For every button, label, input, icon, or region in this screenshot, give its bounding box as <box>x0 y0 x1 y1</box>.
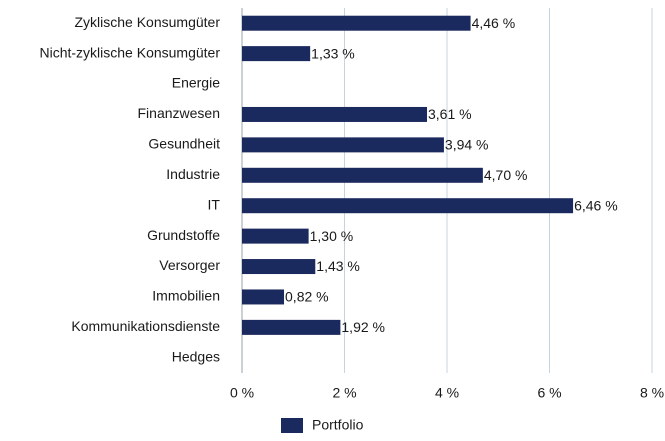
y-tick-label: Gesundheit <box>148 136 220 152</box>
legend-swatch <box>281 418 303 433</box>
bar <box>242 137 444 153</box>
data-label: 1,30 % <box>310 228 354 244</box>
y-tick-label: Kommunikationsdienste <box>71 318 220 334</box>
data-label: 1,43 % <box>316 258 360 274</box>
data-label: 1,92 % <box>341 319 385 335</box>
x-tick-label: 4 % <box>435 385 459 401</box>
y-tick-label: Grundstoffe <box>147 227 220 243</box>
bar <box>242 167 483 183</box>
y-tick-label: Zyklische Konsumgüter <box>74 14 220 30</box>
data-label: 1,33 % <box>311 45 355 61</box>
data-label: 3,94 % <box>445 137 489 153</box>
y-tick-label: Nicht-zyklische Konsumgüter <box>39 44 220 60</box>
data-label: 3,61 % <box>428 106 472 122</box>
x-tick-label: 0 % <box>230 385 254 401</box>
bar <box>242 289 285 305</box>
y-tick-label: Immobilien <box>152 288 220 304</box>
data-label: 4,46 % <box>472 15 516 31</box>
data-label: 6,46 % <box>574 197 618 213</box>
data-label: 4,70 % <box>484 167 528 183</box>
y-tick-label: Industrie <box>166 166 220 182</box>
bar <box>242 228 309 244</box>
bar <box>242 259 316 275</box>
y-tick-label: Energie <box>172 75 220 91</box>
bar <box>242 46 311 62</box>
data-label: 0,82 % <box>285 289 329 305</box>
y-tick-label: Hedges <box>172 348 220 364</box>
legend-label: Portfolio <box>312 417 364 433</box>
y-tick-label: IT <box>208 196 221 212</box>
x-tick-label: 6 % <box>537 385 561 401</box>
y-tick-label: Versorger <box>159 257 220 273</box>
bar <box>242 198 574 214</box>
x-tick-label: 2 % <box>332 385 356 401</box>
bar <box>242 106 428 122</box>
x-tick-label: 8 % <box>640 385 664 401</box>
bar <box>242 319 341 335</box>
bar <box>242 15 471 31</box>
y-tick-label: Finanzwesen <box>138 105 221 121</box>
